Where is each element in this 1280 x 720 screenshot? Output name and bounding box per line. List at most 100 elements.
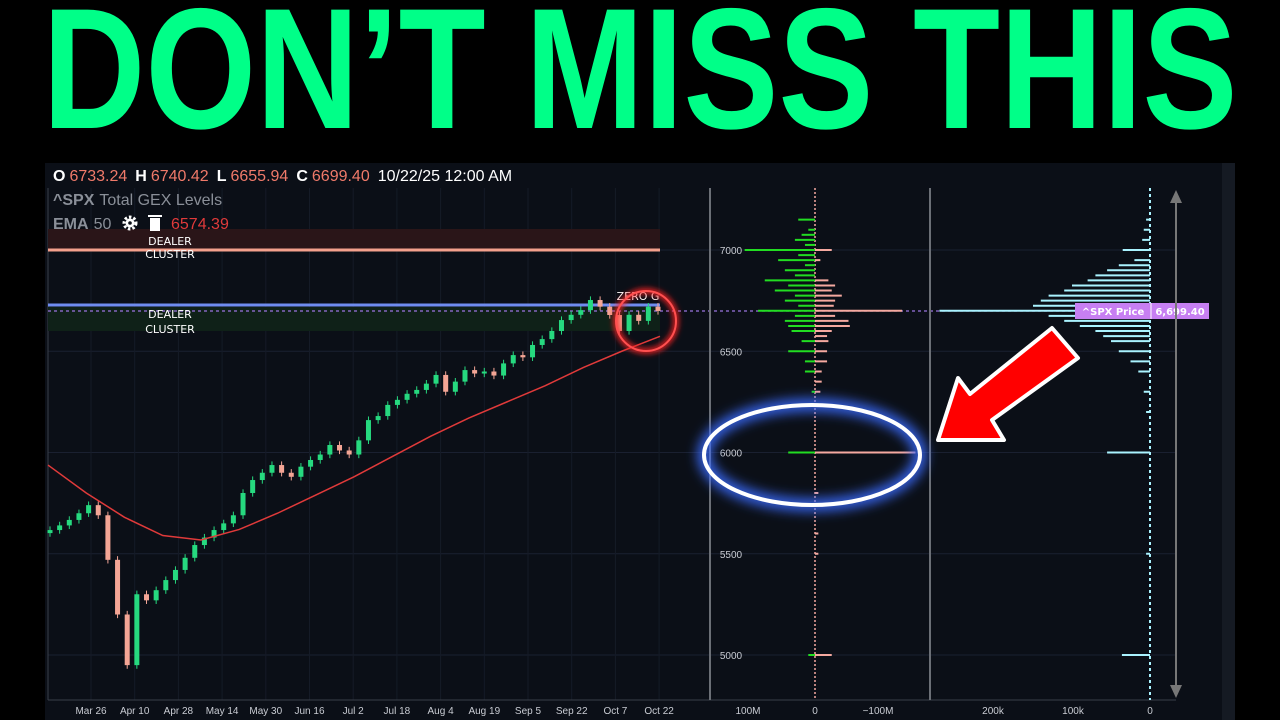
candle [423,383,429,390]
candle [134,594,140,666]
red-circle-annotation [613,288,679,354]
gear-icon[interactable] [122,215,138,231]
candle [433,374,439,384]
candle [365,420,371,441]
candle [105,515,111,560]
date-tick-label: Sep 5 [515,706,542,717]
strike-tick-label: 5500 [720,550,743,561]
candle [462,370,468,382]
candle [394,399,400,405]
strike-tick-label: 6500 [720,347,743,358]
candle [240,493,246,516]
candle [95,505,101,516]
candle [510,355,516,364]
candle [172,569,178,581]
candle [221,523,227,531]
candle [327,445,333,455]
open-label: O [53,168,65,185]
candle [346,450,352,455]
dealer-cluster-bottom-label-1: DEALER [148,308,192,321]
ema-50-line [47,335,661,541]
candle [182,557,188,570]
candle [317,454,323,460]
candle [163,580,169,591]
candle [414,389,420,394]
date-tick-label: Jun 16 [294,706,324,717]
low-label: L [217,168,227,185]
candle [472,370,478,374]
candle [47,530,53,534]
open-value: 6733.24 [69,168,127,185]
price-tag-label: ^SPX Price [1082,307,1145,318]
red-arrow-icon [936,326,1080,442]
candle [404,393,410,400]
date-tick-label: Sep 22 [556,706,588,717]
date-tick-label: Aug 19 [468,706,500,717]
dealer-cluster-bottom-label-2: CLUSTER [145,323,195,336]
x-axis: Mar 26 Apr 10 Apr 28 May 14 May 30 Jun 16 Jul … [75,706,1153,717]
right-scrollbar[interactable] [1222,163,1235,720]
candle [578,310,584,315]
candle [375,416,381,421]
date-tick-label: Aug 4 [428,706,455,717]
candle [481,371,487,374]
gex-tick-label: 100M [735,706,760,717]
candle [192,545,198,558]
candle [607,306,613,316]
date-tick-label: May 14 [206,706,239,717]
candle [201,537,207,546]
candle [153,590,159,601]
candle [269,465,275,473]
date-tick-label: Jul 18 [384,706,411,717]
candles [47,296,661,669]
candle [616,315,622,331]
indicator-name: Total GEX Levels [99,192,222,209]
candle [279,465,285,473]
candle [636,314,642,321]
candle [298,466,304,477]
candle [250,480,256,493]
total-gex-tick-label: 200k [982,706,1005,717]
chart-panel [45,163,1235,720]
candle [356,440,362,455]
scroll-double-arrow[interactable] [1170,190,1182,698]
ema-period: 50 [94,216,112,233]
candle [76,513,82,520]
gex-bars [744,188,916,700]
close-value: 6699.40 [312,168,370,185]
candle [144,594,150,601]
candle [491,371,497,376]
candle [288,472,294,477]
candle [452,381,458,392]
total-gex-tick-label: 100k [1062,706,1085,717]
candle [385,404,391,417]
date-tick-label: Oct 7 [603,706,627,717]
total-gex-tick-label: 0 [1147,706,1153,717]
dealer-cluster-top-label-2: CLUSTER [145,248,195,261]
candle [587,300,593,311]
date-tick-label: Jul 2 [343,706,365,717]
candle [211,530,217,538]
price-tag: ^SPX Price 6,699.40 [1075,303,1209,319]
trash-icon[interactable] [148,215,162,231]
candle [520,355,526,358]
candle [501,363,507,376]
gex-tick-label: −100M [863,706,894,717]
candle [655,306,661,311]
symbol: ^SPX [53,192,95,209]
candle [337,445,343,451]
candle [66,519,72,526]
datetime: 10/22/25 12:00 AM [378,168,512,185]
strike-tick-label: 7000 [720,246,743,257]
strike-tick-label: 5000 [720,651,743,662]
blue-ellipse-annotation [698,399,926,511]
gex-tick-label: 0 [812,706,818,717]
headline: DON’T MISS THIS [43,0,1238,165]
ema-legend: EMA 50 [53,216,111,233]
strike-axis: 7000 6500 6000 5500 5000 [720,246,743,662]
high-label: H [135,168,147,185]
date-tick-label: Mar 26 [75,706,107,717]
dealer-cluster-top-label-1: DEALER [148,235,192,248]
